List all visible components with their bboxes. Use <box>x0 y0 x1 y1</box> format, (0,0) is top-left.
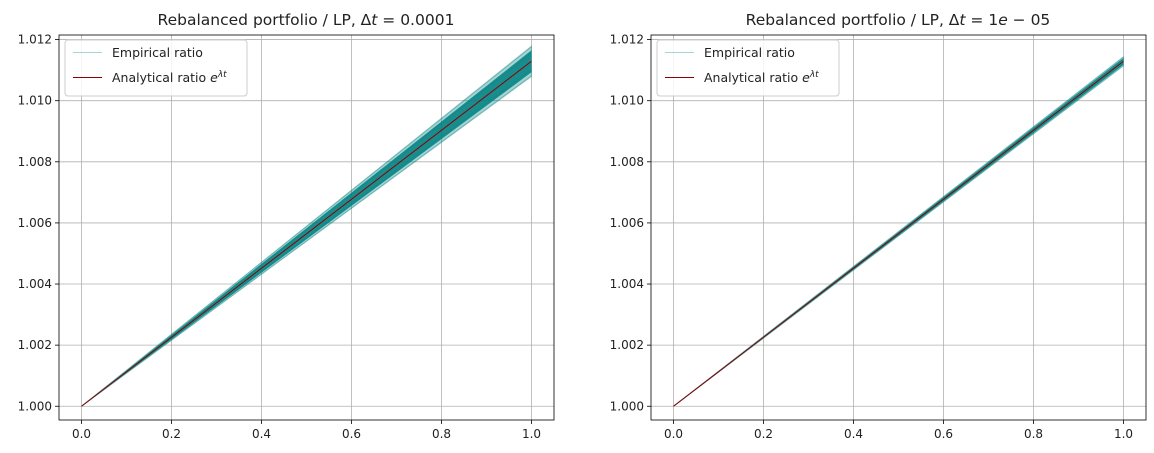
legend: Empirical ratio Analytical ratio eλt <box>64 39 248 97</box>
y-tick-label: 1.006 <box>18 216 52 230</box>
empirical-ratio-path <box>81 69 532 407</box>
x-tick-label: 0.0 <box>72 427 91 441</box>
analytical-ratio-line <box>81 60 532 407</box>
x-tick-label: 0.8 <box>432 427 451 441</box>
chart-panel-1: Rebalanced portfolio / LP, Δt = 0.0001 0… <box>18 11 555 441</box>
y-tick-label: 1.010 <box>610 94 644 108</box>
x-tick-label: 0.2 <box>162 427 181 441</box>
x-tick-label: 0.0 <box>664 427 683 441</box>
plot-marks <box>673 55 1124 407</box>
x-tick-label: 0.4 <box>252 427 271 441</box>
x-tick-label: 1.0 <box>1114 427 1133 441</box>
y-tick-label: 1.008 <box>18 155 52 169</box>
empirical-ratio-path <box>81 75 532 407</box>
y-tick-label: 1.006 <box>610 216 644 230</box>
legend-box <box>64 39 248 97</box>
x-tick-label: 0.4 <box>844 427 863 441</box>
y-tick-label: 1.000 <box>18 399 52 413</box>
legend-analytical-label: Analytical ratio eλt <box>112 70 227 85</box>
x-tick-label: 0.2 <box>754 427 773 441</box>
plot-marks <box>81 44 532 407</box>
analytical-ratio-line <box>673 60 1124 407</box>
y-tick-label: 1.002 <box>610 338 644 352</box>
x-tick-label: 0.6 <box>342 427 361 441</box>
y-tick-label: 1.004 <box>610 277 644 291</box>
y-tick-label: 1.000 <box>610 399 644 413</box>
y-tick-label: 1.012 <box>18 33 52 47</box>
y-tick-label: 1.004 <box>18 277 52 291</box>
empirical-ratio-path <box>673 65 1124 407</box>
y-tick-label: 1.012 <box>610 33 644 47</box>
legend-empirical-label: Empirical ratio <box>112 45 203 60</box>
chart-title: Rebalanced portfolio / LP, Δt = 0.0001 <box>158 11 455 29</box>
grid <box>59 35 554 420</box>
x-tick-label: 0.8 <box>1024 427 1043 441</box>
legend: Empirical ratio Analytical ratio eλt <box>656 39 840 97</box>
empirical-ratio-path <box>81 52 532 407</box>
empirical-ratio-path <box>81 46 532 407</box>
ticks: 0.0 0.2 0.4 0.6 0.8 1.0 1.000 1.002 1.004 1.006 1.… <box>18 33 541 441</box>
y-tick-label: 1.010 <box>18 94 52 108</box>
x-tick-label: 1.0 <box>522 427 541 441</box>
y-tick-label: 1.008 <box>610 155 644 169</box>
empirical-ratio-path <box>673 56 1124 407</box>
legend-empirical-label: Empirical ratio <box>704 45 795 60</box>
empirical-ratio-core <box>673 57 1124 407</box>
axes-frame <box>650 34 1147 421</box>
empirical-ratio-core <box>81 50 532 407</box>
y-tick-label: 1.002 <box>18 338 52 352</box>
x-tick-label: 0.6 <box>934 427 953 441</box>
chart-panel-2: Rebalanced portfolio / LP, Δt = 1e − 05 … <box>610 11 1147 441</box>
chart-title: Rebalanced portfolio / LP, Δt = 1e − 05 <box>746 11 1051 29</box>
ticks: 0.0 0.2 0.4 0.6 0.8 1.0 1.000 1.002 1.004 1.006 1.… <box>610 33 1133 441</box>
legend-box <box>656 39 840 97</box>
legend-analytical-label: Analytical ratio eλt <box>704 70 819 85</box>
axes-frame <box>58 34 555 421</box>
